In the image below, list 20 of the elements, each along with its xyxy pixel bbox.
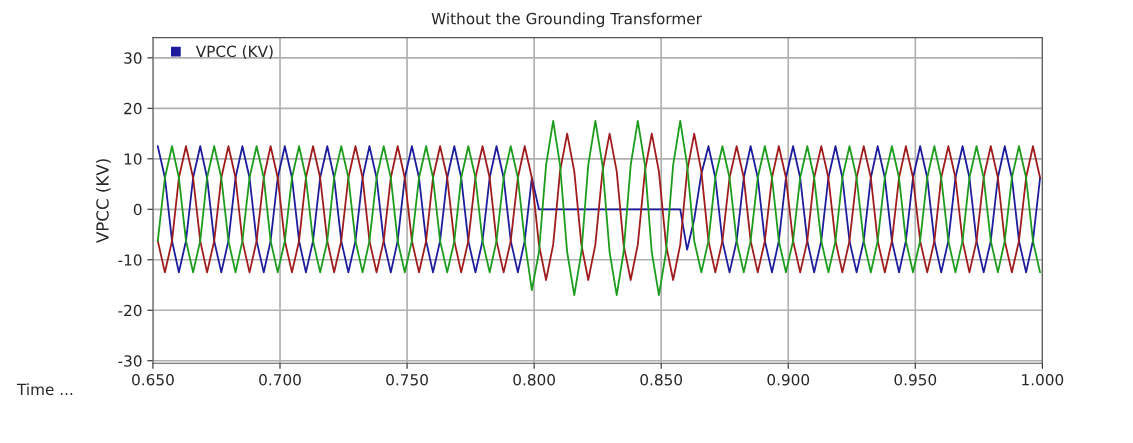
y-tick-label: -20 xyxy=(118,304,142,317)
x-axis-title: Time ... xyxy=(16,383,73,396)
x-tick-label: 0.800 xyxy=(513,373,555,386)
x-tick-label: 0.850 xyxy=(640,373,683,386)
y-tick-label: 20 xyxy=(124,102,142,115)
x-tick-label: 0.700 xyxy=(259,373,301,386)
x-tick-label: 0.950 xyxy=(894,373,937,386)
y-tick-label: 10 xyxy=(124,153,142,165)
y-axis-title: VPCC (KV) xyxy=(95,159,111,244)
x-tick-label: 0.750 xyxy=(386,373,428,386)
y-tick-label: -10 xyxy=(118,254,142,266)
x-tick-label: 1.000 xyxy=(1022,373,1064,386)
legend-label: VPCC (KV) xyxy=(195,45,273,59)
chart-title: Without the Grounding Transformer xyxy=(431,12,702,28)
line-series xyxy=(156,120,1041,297)
x-tick-label: 0.900 xyxy=(767,373,810,386)
y-tick-label: 30 xyxy=(124,52,142,64)
y-tick-label: -30 xyxy=(118,355,142,367)
y-tick-label: 0 xyxy=(133,203,142,216)
x-tick-label: 0.650 xyxy=(132,373,174,386)
